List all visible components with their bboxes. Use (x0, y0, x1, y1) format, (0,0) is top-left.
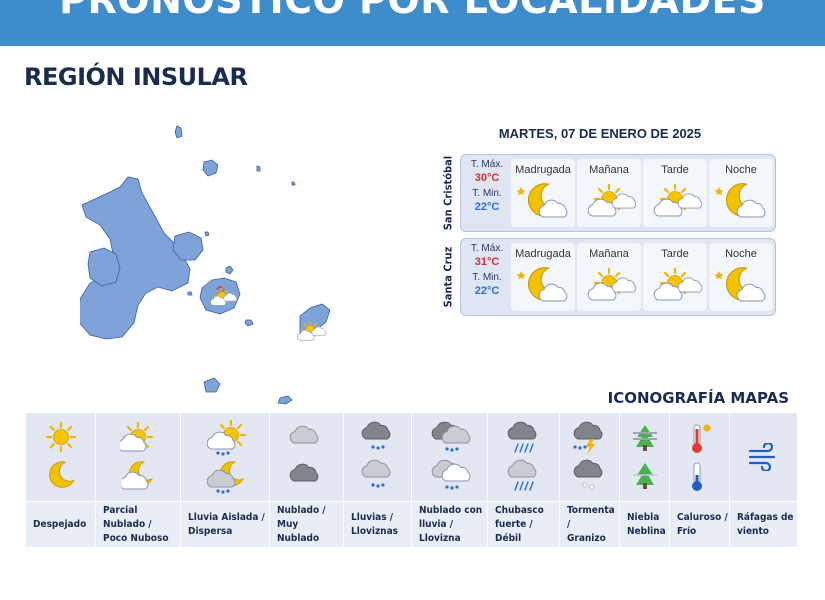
tmax-label: T. Máx. (470, 243, 504, 254)
legend-item-niebla: Niebla Neblina (620, 413, 670, 547)
legend-item-nublado: Nublado / Muy Nublado (270, 413, 344, 547)
moon-cloud-rain-icon (207, 461, 244, 494)
period-tarde: Tarde (643, 159, 707, 227)
tmax-label: T. Máx. (470, 159, 504, 170)
moon-cloud-icon (711, 177, 771, 225)
region-title: REGIÓN INSULAR (24, 63, 248, 91)
heavy-shower-icon (507, 421, 537, 453)
moon-icon (49, 461, 75, 488)
legend-label: Parcial Nublado / Poco Nuboso (103, 504, 169, 544)
island-isabela (80, 176, 191, 340)
island-rabida (204, 231, 210, 237)
cold-thermometer-icon (692, 462, 702, 491)
icon-legend: Despejado Parcial Nublado / Poco Nuboso … (26, 413, 797, 547)
legend-item-lluvia-aislada: Lluvia Aislada / Dispersa (181, 413, 270, 547)
island-baltra (225, 265, 234, 275)
legend-item-parcial-nublado: Parcial Nublado / Poco Nuboso (96, 413, 181, 547)
legend-item-lluvias: Lluvias / Lloviznas (344, 413, 412, 547)
island-espanola (277, 395, 293, 405)
light-shower-icon (507, 459, 537, 491)
city-label-san-cristobal: San Cristóbal (441, 155, 455, 231)
forecast-date: MARTES, 07 DE ENERO DE 2025 (498, 126, 702, 141)
forecast-card-santa-cruz: T. Máx. 31°C T. Min. 22°C Madrugada Maña… (460, 238, 776, 316)
banner-title: PRONÓSTICO POR LOCALIDADES (59, 0, 766, 22)
legend-label: Tormenta / Granizo (567, 504, 615, 544)
sun-cloud-icon (579, 261, 639, 309)
moon-cloud-icon (122, 461, 153, 490)
legend-item-despejado: Despejado (26, 413, 96, 547)
moon-cloud-icon (513, 177, 573, 225)
cloud-icon (289, 425, 319, 444)
city-label-santa-cruz: Santa Cruz (441, 246, 455, 308)
sun-cloud-icon (579, 177, 639, 225)
island-santa-fe (244, 319, 254, 327)
forecast-card-san-cristobal: T. Máx. 30°C T. Min. 22°C Madrugada Maña… (460, 154, 776, 232)
island-pinta (202, 159, 219, 177)
island-marchena (256, 165, 261, 172)
tmin-value: 22°C (474, 285, 500, 297)
cloud-drizzle-icon (431, 459, 471, 490)
dark-cloud-icon (289, 463, 319, 482)
fog-icon (633, 425, 657, 451)
cloud-rain-icon (431, 421, 471, 452)
rain-cloud-icon (361, 421, 391, 450)
period-tarde: Tarde (643, 243, 707, 311)
legend-item-nublado-con-lluvia: Nublado con lluvia / Llovizna (412, 413, 488, 547)
period-noche: Noche (709, 243, 773, 311)
header-banner: PRONÓSTICO POR LOCALIDADES (0, 0, 825, 46)
sun-cloud-rain-icon (207, 419, 247, 456)
sun-cloud-icon (645, 177, 705, 225)
hot-thermometer-icon (692, 424, 711, 453)
island-fernandina (87, 247, 121, 287)
storm-icon (573, 421, 603, 455)
island-santiago (172, 231, 204, 261)
legend-label: Lluvia Aislada / Dispersa (188, 511, 265, 537)
period-manana: Mañana (577, 243, 641, 311)
tmin-label: T. Min. (472, 188, 502, 199)
legend-label: Lluvias / Lloviznas (351, 511, 399, 537)
tmax-value: 30°C (474, 172, 500, 184)
legend-label: Nublado / Muy Nublado (277, 504, 326, 544)
legend-label: Nublado con lluvia / Llovizna (419, 504, 483, 544)
legend-label: Despejado (33, 518, 87, 530)
moon-cloud-icon (513, 261, 573, 309)
mist-icon (633, 463, 657, 489)
temperatures: T. Máx. 31°C T. Min. 22°C (465, 243, 509, 313)
legend-item-caluroso: Caluroso / Frío (670, 413, 730, 547)
tmax-value: 31°C (474, 256, 500, 268)
island-pinzon (187, 291, 193, 296)
legend-title: ICONOGRAFÍA MAPAS (607, 389, 789, 407)
tmin-label: T. Min. (472, 272, 502, 283)
drizzle-cloud-icon (361, 459, 391, 488)
legend-item-tormenta: Tormenta / Granizo (560, 413, 620, 547)
wind-icon (748, 443, 776, 471)
island-darwin (174, 125, 183, 139)
period-noche: Noche (709, 159, 773, 227)
legend-label: Niebla Neblina (627, 511, 666, 537)
period-madrugada: Madrugada (511, 243, 575, 311)
period-manana: Mañana (577, 159, 641, 227)
sun-cloud-icon (645, 261, 705, 309)
legend-item-rafagas: Ráfagas de viento (730, 413, 797, 547)
moon-cloud-icon (711, 261, 771, 309)
legend-label: Caluroso / Frío (677, 511, 728, 537)
hail-icon (573, 459, 603, 490)
tmin-value: 22°C (474, 201, 500, 213)
sun-cloud-icon (120, 421, 154, 453)
temperatures: T. Máx. 30°C T. Min. 22°C (465, 159, 509, 229)
sun-icon (45, 421, 77, 453)
legend-label: Ráfagas de viento (737, 511, 794, 537)
legend-label: Chubasco fuerte / Débil (495, 504, 544, 544)
galapagos-map (80, 125, 331, 405)
island-floreana (203, 377, 221, 393)
legend-item-chubasco: Chubasco fuerte / Débil (488, 413, 560, 547)
island-genovesa (291, 181, 296, 186)
period-madrugada: Madrugada (511, 159, 575, 227)
